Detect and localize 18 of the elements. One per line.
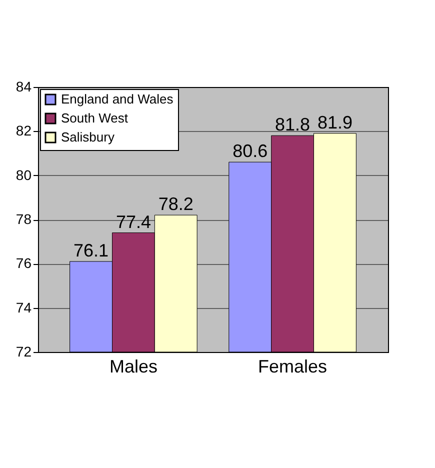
data-label: 77.4 [116, 212, 151, 232]
x-tick-label: Females [258, 356, 328, 376]
x-tick-label: Males [109, 356, 158, 376]
data-label: 76.1 [74, 240, 109, 260]
y-tick-label: 84 [16, 78, 32, 94]
data-label: 80.6 [232, 141, 268, 162]
legend-label: Salisbury [61, 130, 115, 144]
y-tick-label: 80 [16, 166, 32, 183]
legend-label: England and Wales [61, 92, 174, 106]
data-label: 81.9 [317, 112, 352, 132]
data-label: 78.2 [158, 194, 194, 214]
data-label: 81.8 [275, 114, 310, 135]
y-tick-label: 82 [16, 122, 32, 139]
y-tick-label: 76 [16, 255, 32, 272]
y-tick-label: 78 [16, 211, 32, 227]
legend-label: South West [61, 110, 128, 126]
y-tick-label: 72 [16, 344, 32, 360]
y-tick-label: 74 [16, 299, 32, 316]
